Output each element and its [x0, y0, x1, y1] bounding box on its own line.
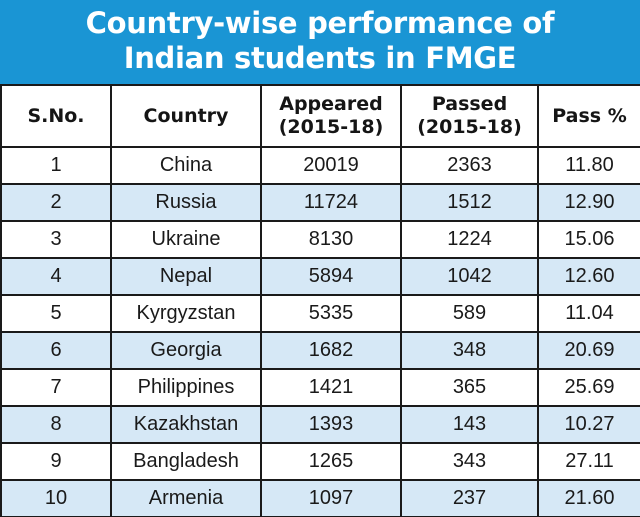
pass-percent-cell: 15.06	[537, 220, 640, 259]
passed-cell: 2363	[400, 146, 539, 185]
country-cell: China	[110, 146, 262, 185]
fmge-table: S.No. Country Appeared (2015-18) Passed …	[0, 84, 640, 517]
pass-percent-cell: 11.04	[537, 294, 640, 333]
header-passed-label: Passed	[431, 93, 508, 115]
sno-cell: 5	[0, 294, 112, 333]
country-cell: Ukraine	[110, 220, 262, 259]
sno-cell: 10	[0, 479, 112, 517]
header-pass-percent: Pass %	[537, 84, 640, 148]
appeared-cell: 1682	[260, 331, 402, 370]
pass-percent-cell: 27.11	[537, 442, 640, 481]
country-cell: Georgia	[110, 331, 262, 370]
passed-cell: 589	[400, 294, 539, 333]
table-row: 9 Bangladesh 1265 343 27.11	[0, 442, 640, 481]
appeared-cell: 1421	[260, 368, 402, 407]
pass-percent-cell: 25.69	[537, 368, 640, 407]
sno-cell: 9	[0, 442, 112, 481]
table-row: 3 Ukraine 8130 1224 15.06	[0, 220, 640, 259]
passed-cell: 1512	[400, 183, 539, 222]
header-appeared-period: (2015-18)	[278, 116, 384, 138]
pass-percent-cell: 12.60	[537, 257, 640, 296]
appeared-cell: 5894	[260, 257, 402, 296]
header-passed-period: (2015-18)	[417, 116, 522, 138]
sno-cell: 1	[0, 146, 112, 185]
appeared-cell: 5335	[260, 294, 402, 333]
passed-cell: 1042	[400, 257, 539, 296]
country-cell: Kazakhstan	[110, 405, 262, 444]
country-cell: Nepal	[110, 257, 262, 296]
table-row: 5 Kyrgyzstan 5335 589 11.04	[0, 294, 640, 333]
country-cell: Philippines	[110, 368, 262, 407]
appeared-cell: 8130	[260, 220, 402, 259]
sno-cell: 2	[0, 183, 112, 222]
table-row: 7 Philippines 1421 365 25.69	[0, 368, 640, 407]
title-banner: Country-wise performance of Indian stude…	[0, 0, 640, 84]
sno-cell: 6	[0, 331, 112, 370]
passed-cell: 143	[400, 405, 539, 444]
passed-cell: 237	[400, 479, 539, 517]
passed-cell: 348	[400, 331, 539, 370]
table-row: 4 Nepal 5894 1042 12.60	[0, 257, 640, 296]
table-row: 6 Georgia 1682 348 20.69	[0, 331, 640, 370]
country-cell: Russia	[110, 183, 262, 222]
country-cell: Armenia	[110, 479, 262, 517]
sno-cell: 3	[0, 220, 112, 259]
table-body: 1 China 20019 2363 11.80 2 Russia 11724 1512 12.9…	[0, 146, 640, 517]
pass-percent-cell: 12.90	[537, 183, 640, 222]
table-row: 1 China 20019 2363 11.80	[0, 146, 640, 185]
title-line-2: Indian students in FMGE	[123, 41, 517, 75]
sno-cell: 8	[0, 405, 112, 444]
appeared-cell: 1265	[260, 442, 402, 481]
sno-cell: 4	[0, 257, 112, 296]
country-cell: Bangladesh	[110, 442, 262, 481]
country-cell: Kyrgyzstan	[110, 294, 262, 333]
header-sno: S.No.	[0, 84, 112, 148]
appeared-cell: 20019	[260, 146, 402, 185]
sno-cell: 7	[0, 368, 112, 407]
pass-percent-cell: 20.69	[537, 331, 640, 370]
passed-cell: 365	[400, 368, 539, 407]
appeared-cell: 11724	[260, 183, 402, 222]
header-row: S.No. Country Appeared (2015-18) Passed …	[0, 84, 640, 148]
header-country-label: Country	[143, 104, 229, 127]
header-sno-label: S.No.	[27, 104, 85, 127]
pass-percent-cell: 21.60	[537, 479, 640, 517]
table-row: 2 Russia 11724 1512 12.90	[0, 183, 640, 222]
title-line-1: Country-wise performance of	[85, 6, 555, 40]
header-appeared-label: Appeared	[279, 93, 383, 115]
header-country: Country	[110, 84, 262, 148]
header-appeared: Appeared (2015-18)	[260, 84, 402, 148]
pass-percent-cell: 10.27	[537, 405, 640, 444]
table-row: 10 Armenia 1097 237 21.60	[0, 479, 640, 517]
passed-cell: 343	[400, 442, 539, 481]
passed-cell: 1224	[400, 220, 539, 259]
header-pass-percent-label: Pass %	[552, 104, 627, 127]
appeared-cell: 1097	[260, 479, 402, 517]
table-row: 8 Kazakhstan 1393 143 10.27	[0, 405, 640, 444]
header-passed: Passed (2015-18)	[400, 84, 539, 148]
pass-percent-cell: 11.80	[537, 146, 640, 185]
appeared-cell: 1393	[260, 405, 402, 444]
